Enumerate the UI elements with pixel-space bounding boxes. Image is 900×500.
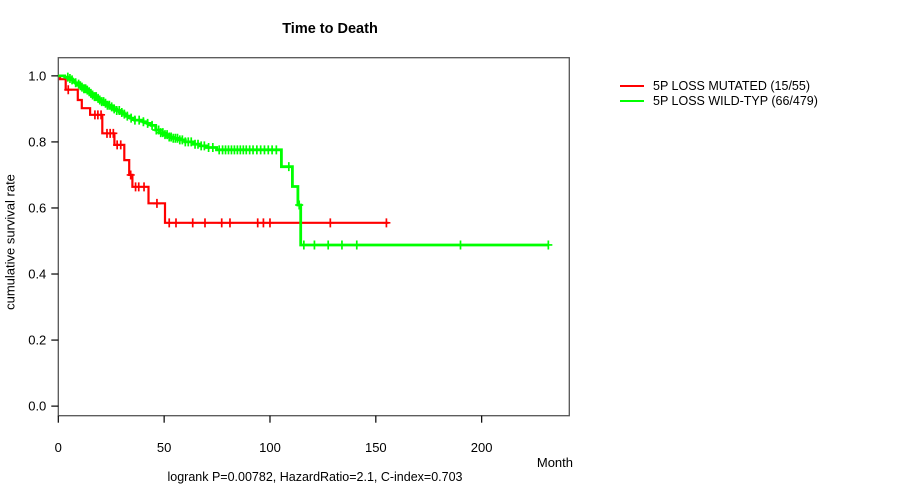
- y-axis-tick-label: 0.6: [28, 200, 46, 215]
- y-axis-tick-label: 0.8: [28, 134, 46, 149]
- x-axis-tick-label: 0: [55, 440, 62, 455]
- censor-marks-1: [63, 72, 553, 250]
- y-axis-tick-label: 1.0: [28, 68, 46, 83]
- x-axis-tick-label: 50: [157, 440, 171, 455]
- y-axis-tick-label: 0.0: [28, 399, 46, 414]
- chart-title: Time to Death: [282, 21, 378, 37]
- legend-label: 5P LOSS MUTATED (15/55): [653, 79, 810, 94]
- survival-curve-1: [58, 74, 549, 247]
- plot-border: [57, 57, 570, 417]
- legend-line-swatch: [620, 99, 644, 102]
- legend-item: 5P LOSS MUTATED (15/55): [620, 79, 818, 93]
- x-axis-tick-label: 200: [471, 440, 493, 455]
- x-axis-tick-label: 100: [259, 440, 281, 455]
- y-axis-label: cumulative survival rate: [2, 174, 18, 310]
- censor-marks-0: [64, 85, 391, 228]
- legend-item: 5P LOSS WILD-TYP (66/479): [620, 93, 818, 108]
- x-axis-tick-label: 150: [365, 440, 387, 455]
- legend-label: 5P LOSS WILD-TYP (66/479): [653, 93, 818, 108]
- y-axis-tick-label: 0.2: [28, 333, 46, 348]
- x-axis-label: Month: [536, 455, 573, 470]
- y-axis-tick-label: 0.4: [28, 267, 46, 282]
- stats-footer: logrank P=0.00782, HazardRatio=2.1, C-in…: [167, 470, 463, 484]
- legend: 5P LOSS MUTATED (15/55) 5P LOSS WILD-TYP …: [620, 79, 818, 108]
- plot-area: 0 50 100 150 200 0.0 0.2 0.4 0.6 0.8 1.0: [28, 57, 570, 455]
- legend-line-swatch: [620, 85, 644, 88]
